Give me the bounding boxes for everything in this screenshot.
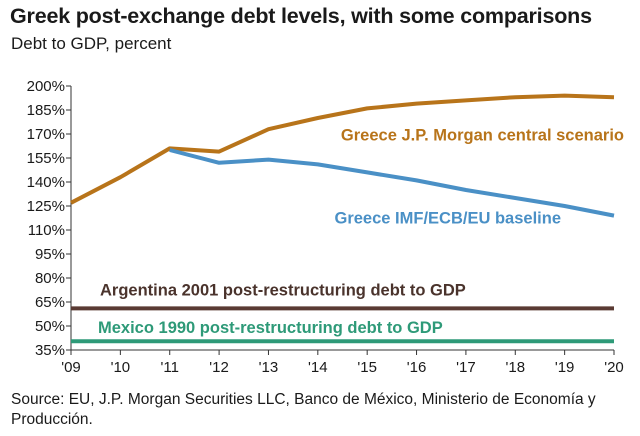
x-tick-label: '15	[357, 359, 377, 376]
x-tick-label: '12	[209, 359, 229, 376]
source-note: Source: EU, J.P. Morgan Securities LLC, …	[11, 391, 596, 428]
x-tick-label: '11	[161, 359, 179, 376]
y-tick-label: 155%	[27, 150, 65, 167]
x-tick-label: '16	[407, 359, 427, 376]
x-axis: '09 '10 '11 '12 '13 '14 '15 '16 '17 '18 '19 '20	[61, 350, 624, 376]
series-lines	[70, 93, 615, 344]
series-labels: Greece J.P. Morgan central scenario Greec…	[98, 126, 624, 337]
y-tick-label: 95%	[35, 246, 65, 263]
y-tick-label: 125%	[27, 198, 65, 215]
greece-imf-series-label: Greece IMF/ECB/EU baseline	[335, 210, 562, 228]
x-tick-label: '20	[604, 359, 624, 376]
y-tick-label: 65%	[35, 294, 65, 311]
y-tick-label: 110%	[28, 222, 65, 239]
y-tick-label: 50%	[35, 318, 65, 335]
y-tick-label: 35%	[35, 342, 65, 359]
y-tick-label: 140%	[27, 174, 65, 191]
greece-jpm-series-label: Greece J.P. Morgan central scenario	[341, 126, 624, 144]
greece-jpm-series-line	[70, 93, 615, 205]
y-axis: 35% 50% 65% 80% 95% 110% 125% 140% 155% 170% 185% 2…	[27, 78, 71, 359]
x-tick-label: '14	[308, 359, 328, 376]
mexico-series-label: Mexico 1990 post-restructuring debt to G…	[98, 319, 443, 337]
y-tick-label: 170%	[27, 126, 65, 143]
greece-imf-series-line	[169, 148, 615, 218]
x-tick-label: '19	[555, 359, 575, 376]
x-tick-label: '09	[61, 359, 81, 376]
y-tick-label: 185%	[27, 102, 65, 119]
argentina-series-label: Argentina 2001 post-restructuring debt t…	[100, 282, 466, 300]
x-tick-label: '13	[259, 359, 279, 376]
chart-title: Greek post-exchange debt levels, with so…	[10, 4, 592, 28]
x-tick-label: '10	[111, 359, 131, 376]
x-tick-label: '18	[505, 359, 525, 376]
y-tick-label: 200%	[27, 78, 65, 95]
x-tick-label: '17	[456, 359, 476, 376]
y-tick-label: 80%	[35, 270, 65, 287]
chart-subtitle: Debt to GDP, percent	[11, 34, 172, 53]
